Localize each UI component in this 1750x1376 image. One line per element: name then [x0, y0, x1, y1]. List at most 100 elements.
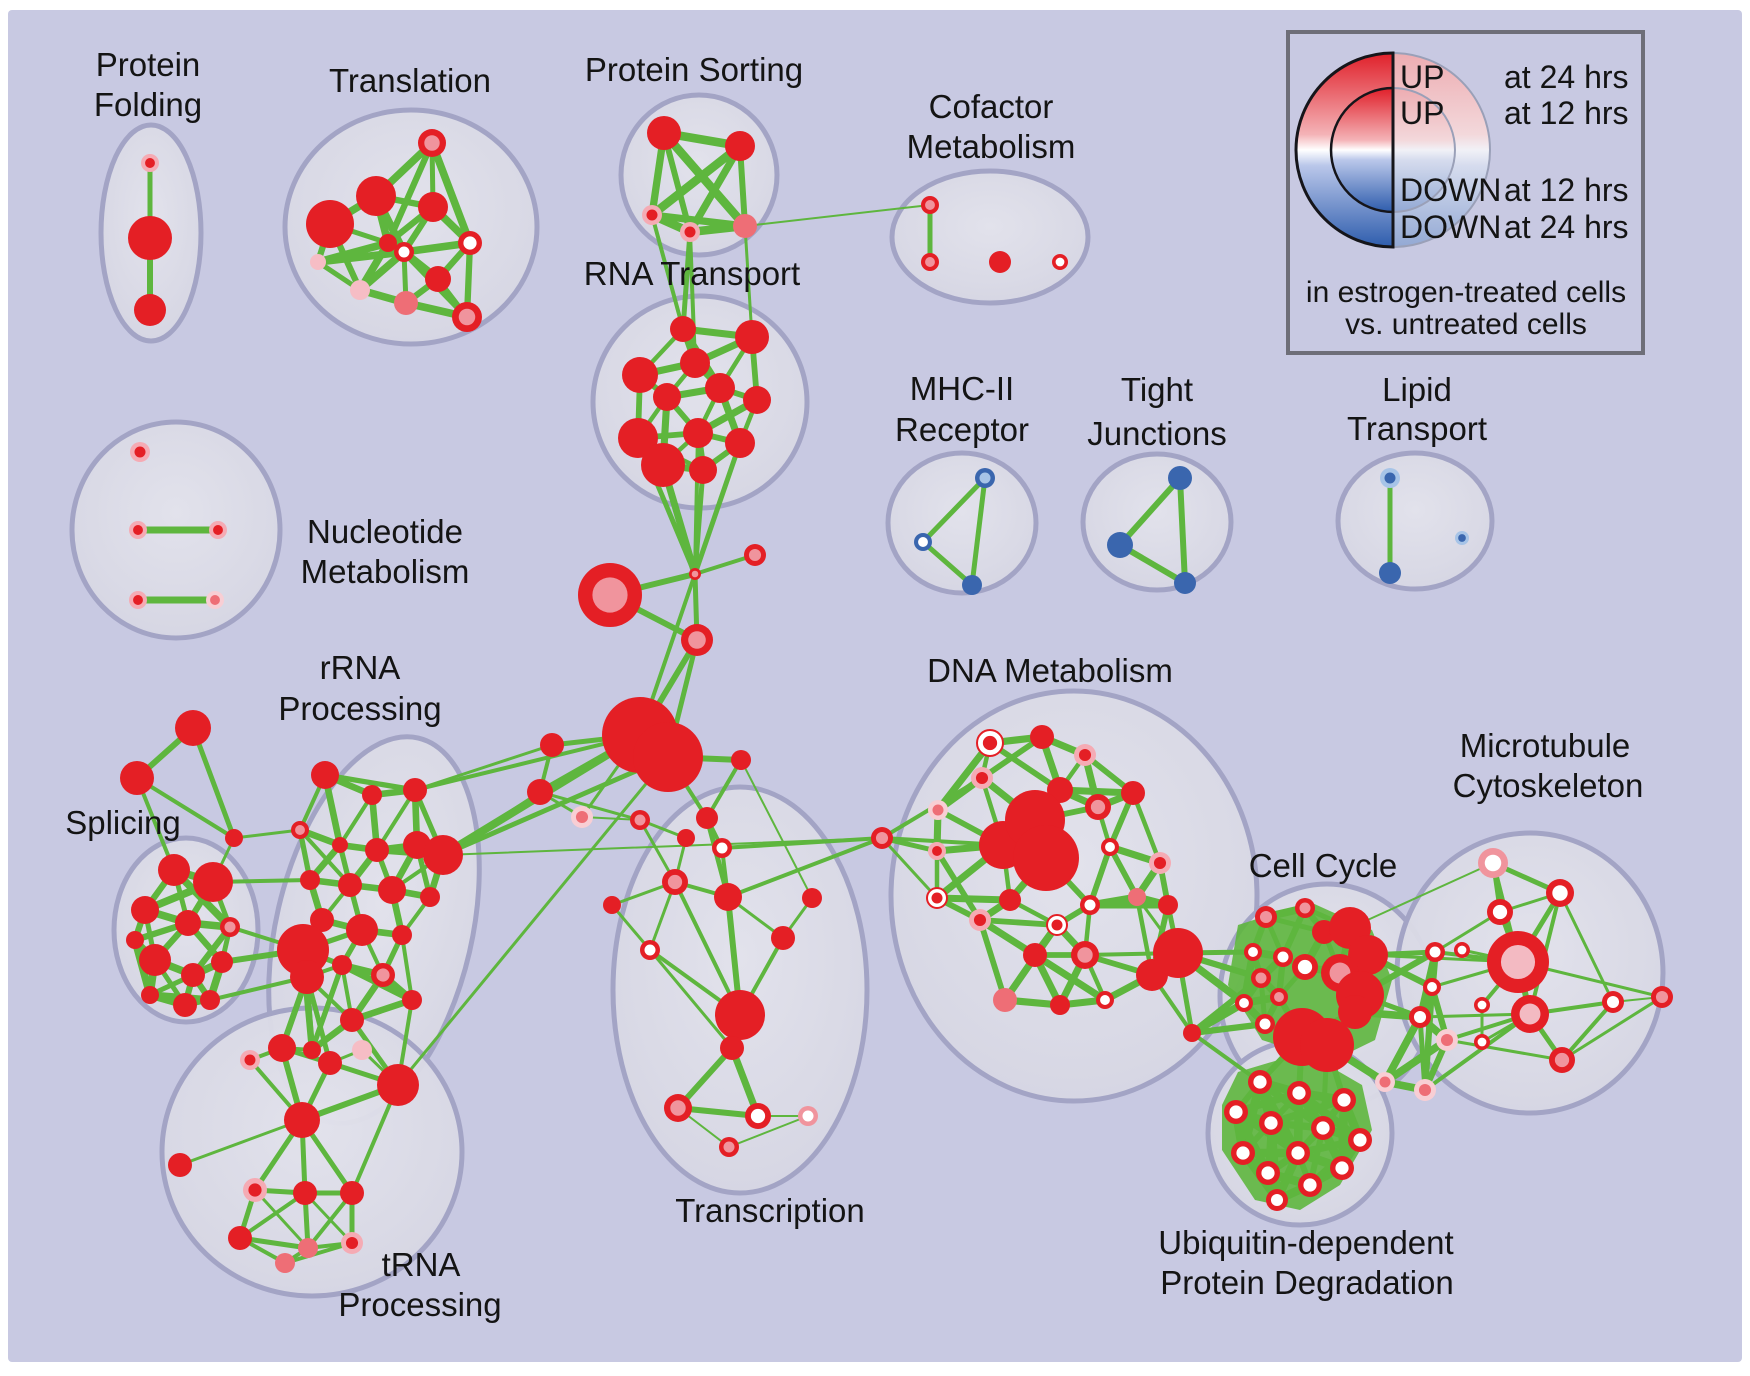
- cluster-label-rrna-line-1: Processing: [278, 690, 441, 727]
- network-node-rna_transport: [689, 456, 717, 484]
- network-node-trna: [293, 1181, 317, 1205]
- cluster-label-translation-line-0: Translation: [329, 62, 491, 99]
- network-node-trna: [168, 1153, 192, 1177]
- network-node-cell_cycle: [1255, 1014, 1275, 1034]
- network-node-lipid: [1455, 531, 1469, 545]
- network-edge: [413, 733, 642, 792]
- network-edge: [969, 475, 988, 588]
- network-node-splicing: [173, 993, 197, 1017]
- network-node-trna: [284, 1102, 320, 1138]
- network-node-ubiquitin: [1298, 1173, 1322, 1197]
- network-node-protein_sorting: [680, 222, 700, 242]
- network-node-nucleotide: [209, 521, 227, 539]
- cluster-label-tight-line-1: Junctions: [1087, 415, 1226, 452]
- network-node-cell_cycle: [1235, 994, 1253, 1012]
- network-edge: [977, 917, 1008, 1003]
- network-edge: [1381, 1036, 1451, 1086]
- network-node-ubiquitin: [1287, 1081, 1311, 1105]
- network-node-transcription: [771, 926, 795, 950]
- network-node-ubiquitin: [1311, 1116, 1335, 1140]
- network-node-cell_cycle: [1423, 978, 1441, 996]
- network-node-free: [681, 624, 713, 656]
- network-node-cell_cycle: [1338, 995, 1372, 1029]
- network-node-splicing: [139, 944, 171, 976]
- network-node-transcription: [677, 829, 695, 847]
- network-node-cell_cycle: [1425, 942, 1445, 962]
- network-edge: [920, 475, 988, 545]
- network-node-splicing: [141, 986, 159, 1004]
- network-node-translation: [418, 129, 446, 157]
- network-edge: [440, 754, 671, 858]
- network-node-translation: [350, 280, 370, 300]
- legend-time-1: at 12 hrs: [1504, 95, 1629, 131]
- network-node-rrna: [402, 990, 422, 1010]
- network-node-lipid: [1380, 468, 1400, 488]
- network-node-trna: [268, 1034, 296, 1062]
- cluster-label-dna-line-0: DNA Metabolism: [927, 652, 1173, 689]
- network-edge: [1558, 891, 1615, 1004]
- network-node-rrna: [303, 1041, 321, 1059]
- network-node-cell_cycle: [1300, 1018, 1354, 1072]
- network-node-splicing: [126, 931, 144, 949]
- network-edge: [728, 1115, 809, 1148]
- cluster-label-cell_cycle-line-0: Cell Cycle: [1249, 847, 1398, 884]
- network-node-ubiquitin: [1231, 1141, 1255, 1165]
- network-edge: [309, 962, 345, 1053]
- network-node-ubiquitin: [1266, 1189, 1288, 1211]
- cluster-ellipse-lipid: [1335, 450, 1495, 592]
- cluster-label-mhc-line-0: MHC-II: [910, 370, 1014, 407]
- network-edge: [688, 230, 697, 365]
- network-node-rna_transport: [683, 418, 713, 448]
- network-node-transcription: [798, 1106, 818, 1126]
- network-node-microtubule: [1546, 879, 1574, 907]
- network-node-rrna: [338, 873, 362, 897]
- network-node-trna: [243, 1178, 267, 1202]
- network-node-trna: [240, 1050, 260, 1070]
- network-node-dna: [1085, 794, 1111, 820]
- network-edge: [1267, 1096, 1348, 1127]
- legend-caption-line-1: vs. untreated cells: [1345, 308, 1587, 341]
- network-node-cell_cycle: [1414, 1079, 1436, 1101]
- legend-time-3: at 24 hrs: [1504, 209, 1629, 245]
- network-node-protein_sorting: [642, 205, 662, 225]
- network-node-translation: [452, 302, 482, 332]
- cluster-label-nucleotide-line-1: Metabolism: [301, 553, 470, 590]
- network-node-dna: [1101, 838, 1119, 856]
- network-node-microtubule: [1651, 986, 1673, 1008]
- network-node-cell_cycle: [1292, 954, 1318, 980]
- network-edge: [1266, 1118, 1282, 1205]
- network-node-dna: [1050, 995, 1070, 1015]
- network-edge: [744, 204, 931, 227]
- cluster-label-microtubule-line-1: Cytoskeleton: [1453, 767, 1644, 804]
- network-node-trna: [377, 1064, 419, 1106]
- network-edge: [314, 248, 408, 266]
- network-node-microtubule: [1454, 942, 1470, 958]
- network-node-rna_transport: [622, 357, 658, 393]
- network-node-free: [744, 544, 766, 566]
- network-node-rrna: [371, 963, 395, 987]
- network-node-tight: [1174, 572, 1196, 594]
- network-node-free: [175, 710, 211, 746]
- cluster-ellipse-cofactor: [889, 168, 1091, 306]
- network-node-trna: [352, 1040, 372, 1060]
- cluster-label-splicing-line-0: Splicing: [65, 804, 181, 841]
- network-node-ubiquitin: [1256, 1161, 1280, 1185]
- network-node-transcription: [603, 896, 621, 914]
- network-node-cell_cycle: [1153, 928, 1203, 978]
- network-node-dna: [928, 842, 946, 860]
- network-node-cofactor: [921, 253, 939, 271]
- network-node-free: [120, 761, 154, 795]
- network-edge: [190, 725, 237, 841]
- network-node-transcription: [630, 810, 650, 830]
- legend-caption-line-0: in estrogen-treated cells: [1306, 276, 1626, 309]
- network-edge: [647, 141, 745, 220]
- network-node-transcription: [745, 1103, 771, 1129]
- network-node-transcription: [696, 807, 718, 829]
- network-node-microtubule: [1487, 899, 1513, 925]
- network-edge: [1188, 974, 1265, 1037]
- network-node-free: [578, 563, 642, 627]
- network-node-cell_cycle: [1244, 943, 1262, 961]
- network-edge: [1445, 1038, 1564, 1062]
- network-node-rna_transport: [670, 316, 696, 342]
